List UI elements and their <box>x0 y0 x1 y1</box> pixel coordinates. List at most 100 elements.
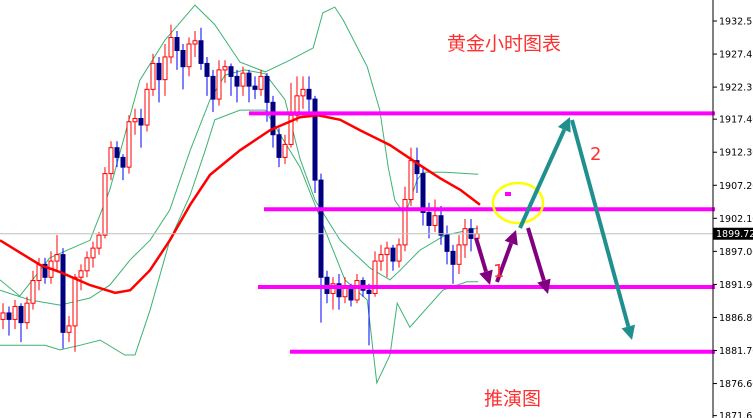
bull-candle <box>84 257 90 272</box>
bull-candle <box>144 88 150 126</box>
bull-candle <box>36 263 42 282</box>
marker-dot <box>505 192 511 196</box>
axis-tick-label: 1927.45 <box>719 50 753 61</box>
bear-candle <box>234 75 240 87</box>
bear-candle <box>156 62 162 81</box>
bear-candle <box>228 66 234 77</box>
bear-candle <box>444 234 450 252</box>
bear-candle <box>210 75 216 100</box>
axis-tick-label: 1871.65 <box>719 411 753 418</box>
forecast-drawings <box>474 117 636 340</box>
bull-candle <box>150 62 156 90</box>
bull-candle <box>132 118 138 123</box>
bull-candle <box>216 69 222 100</box>
bull-candle <box>378 254 384 262</box>
bear-candle <box>18 305 24 324</box>
bear-candle <box>366 289 372 294</box>
teal-arrow-up-shaft <box>518 128 567 229</box>
axis-tick-label: 1891.90 <box>719 280 753 291</box>
axis-tick-label: 1917.40 <box>719 115 753 126</box>
bear-candle <box>60 254 66 333</box>
bull-candle <box>408 160 414 201</box>
bollinger-bands <box>0 4 479 385</box>
purple-arrow-down-1-shaft <box>474 237 488 273</box>
bull-candle <box>168 37 174 58</box>
teal-arrow-down-head <box>621 324 636 340</box>
bull-candle <box>258 75 264 90</box>
bear-candle <box>138 118 144 126</box>
purple-arrow-up-shaft <box>495 242 514 283</box>
bear-candle <box>198 40 204 64</box>
bear-candle <box>414 160 420 175</box>
bear-candle <box>306 88 312 100</box>
bull-candle <box>24 302 30 324</box>
moving-average-line <box>0 114 481 295</box>
bear-candle <box>390 247 396 262</box>
bollinger-middle-band <box>0 69 479 306</box>
bull-candle <box>54 254 60 262</box>
bear-candle <box>276 134 282 158</box>
bear-candle <box>426 211 432 226</box>
teal-arrow-up-head <box>557 117 571 133</box>
bull-candle <box>186 43 192 68</box>
axis-tick-label: 1912.30 <box>719 148 753 159</box>
bull-candle <box>12 305 18 320</box>
bull-candle <box>402 199 408 246</box>
current-price-box <box>713 227 753 240</box>
bear-candle <box>180 49 186 68</box>
chart-subtitle: 推演图 <box>484 388 541 410</box>
bull-candle <box>396 244 402 262</box>
bull-candle <box>108 147 114 175</box>
bear-candle <box>174 37 180 51</box>
bull-candle <box>96 234 102 249</box>
bull-candle <box>192 40 198 45</box>
axis-tick-label: 1922.35 <box>719 83 753 94</box>
axis-tick-label: 1932.55 <box>719 17 753 28</box>
bear-candle <box>120 156 126 168</box>
bull-candle <box>456 244 462 265</box>
axis-tick-label: 1897.00 <box>719 247 753 258</box>
bear-candle <box>264 75 270 103</box>
bear-candle <box>42 263 48 278</box>
bull-candle <box>90 247 96 259</box>
teal-arrow-down-shaft <box>570 119 631 328</box>
bull-candle <box>432 215 438 226</box>
bear-candle <box>6 312 12 320</box>
bear-candle <box>252 85 258 90</box>
bull-candle <box>462 228 468 246</box>
bull-candle <box>282 143 288 158</box>
bull-candle <box>66 325 72 333</box>
bull-candle <box>102 173 108 236</box>
bear-candle <box>420 173 426 213</box>
chart-title: 黄金小时图表 <box>447 33 561 55</box>
axis-tick-label: 1876.60 <box>719 379 753 390</box>
bull-candle <box>372 260 378 294</box>
current-price-label: 1899.72 <box>716 229 753 240</box>
bull-candle <box>240 72 246 87</box>
moving-average <box>0 114 481 295</box>
bull-candle <box>222 66 228 71</box>
bull-candle <box>126 121 132 168</box>
bull-candle <box>30 280 36 304</box>
axis-tick-label: 1881.70 <box>719 346 753 357</box>
purple-arrow-down-1-head <box>479 269 493 285</box>
bear-candle <box>450 250 456 265</box>
bull-candle <box>0 312 6 320</box>
purple-arrow-down-2-shaft <box>526 227 546 282</box>
price-axis: 1932.55 1927.45 1922.35 1917.40 1912.30 1907.… <box>712 0 753 418</box>
bear-candle <box>336 283 342 298</box>
step-2-label: 2 <box>590 144 601 165</box>
axis-tick-label: 1902.10 <box>719 214 753 225</box>
bollinger-lower-band <box>0 109 479 385</box>
bull-candle <box>384 247 390 256</box>
highlight-circle <box>491 181 545 225</box>
purple-arrow-down-2-head <box>537 278 551 294</box>
bear-candle <box>246 72 252 87</box>
purple-arrow-up-head <box>504 230 518 246</box>
bull-candle <box>300 88 306 97</box>
support-resistance-lines <box>249 111 715 354</box>
bear-candle <box>438 215 444 236</box>
bear-candle <box>312 98 318 181</box>
axis-tick-label: 1907.20 <box>719 181 753 192</box>
